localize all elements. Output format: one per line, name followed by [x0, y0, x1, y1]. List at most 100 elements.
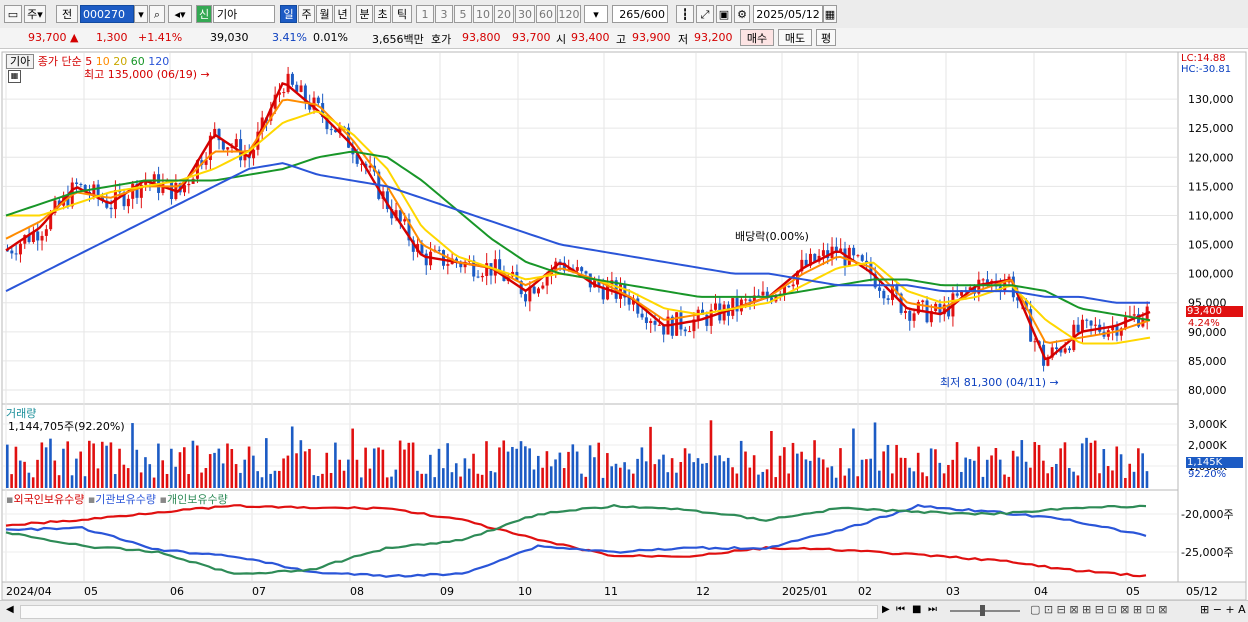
volume-bar	[463, 458, 467, 488]
candle-body	[105, 200, 109, 208]
candle-body	[390, 209, 394, 219]
volume-bar	[580, 473, 583, 488]
stop-icon[interactable]: ■	[912, 604, 922, 615]
volume-bar	[778, 455, 782, 488]
period-120[interactable]: 120	[557, 5, 581, 23]
code-input[interactable]: 000270	[80, 5, 134, 23]
volume-bar	[1011, 450, 1015, 488]
tab-week[interactable]: 주	[298, 5, 315, 23]
volume-bar	[1072, 471, 1075, 488]
candle-body	[135, 183, 139, 198]
date-field[interactable]: 2025/05/12	[753, 5, 823, 23]
period-20[interactable]: 20	[494, 5, 514, 23]
chart-tools-icons[interactable]: ▢ ⊡ ⊟ ⊠ ⊞ ⊟ ⊡ ⊠ ⊞ ⊡ ⊠	[1030, 603, 1168, 616]
candle-body	[580, 267, 584, 272]
market-select[interactable]: 주▾	[24, 5, 46, 23]
volume-bar	[437, 448, 441, 488]
volume-bar	[528, 448, 531, 488]
tab-month[interactable]: 월	[316, 5, 333, 23]
average-button[interactable]: 평	[816, 29, 836, 46]
high-annotation: 최고 135,000 (06/19) →	[84, 68, 210, 81]
period-5[interactable]: 5	[454, 5, 472, 23]
volume-bar	[204, 468, 208, 488]
scroll-right-icon[interactable]: ▶	[882, 604, 890, 615]
volume-bar	[18, 460, 22, 488]
stock-chart[interactable]: 130,000 125,000 120,000 115,000 110,000 105,0…	[0, 0, 1248, 600]
whole-select[interactable]: 전	[56, 5, 78, 23]
volume-bar	[947, 464, 950, 488]
custom-period-select[interactable]: ▾	[584, 5, 608, 23]
period-3[interactable]: 3	[435, 5, 453, 23]
search-icon[interactable]: ⌕	[149, 5, 165, 23]
volume-bar	[75, 458, 78, 488]
candle-body	[1063, 348, 1067, 353]
candle-body	[536, 288, 540, 294]
volume-bar	[230, 448, 234, 488]
grid-toggle-icon[interactable]: ▦	[8, 70, 21, 83]
new-badge[interactable]: 신	[196, 5, 212, 23]
candle-body	[316, 97, 320, 104]
candle-body	[1067, 348, 1071, 351]
volume-bar	[303, 451, 307, 488]
candle-body	[912, 313, 916, 321]
volume-bar	[709, 420, 713, 488]
volume-bar	[718, 455, 721, 488]
scroll-left-icon[interactable]: ◀	[6, 604, 14, 615]
volume-bar	[614, 463, 618, 488]
candle-body	[748, 299, 752, 302]
count-field[interactable]: 265/600	[612, 5, 668, 23]
sell-button[interactable]: 매도	[778, 29, 812, 46]
tab-year[interactable]: 년	[334, 5, 351, 23]
candle-body	[856, 255, 860, 257]
volume-bar	[1029, 467, 1032, 488]
gear-icon[interactable]: ⚙	[734, 5, 750, 23]
tab-minute[interactable]: 분	[356, 5, 373, 23]
zoom-slider[interactable]	[950, 610, 1020, 612]
candle-body	[221, 140, 225, 150]
tab-second[interactable]: 초	[374, 5, 391, 23]
stock-name-field[interactable]: 기아	[213, 5, 275, 23]
calendar-icon[interactable]: ▦	[823, 5, 837, 23]
volume-bar	[498, 447, 501, 488]
tab-day[interactable]: 일	[280, 5, 297, 23]
bottom-scrollbar[interactable]: ◀ ▶ ⏮ ■ ⏭ ▢ ⊡ ⊟ ⊠ ⊞ ⊟ ⊡ ⊠ ⊞ ⊡ ⊠ ⊞ − + A	[0, 600, 1248, 622]
candle-body	[916, 302, 920, 314]
volume-bar	[817, 457, 821, 488]
period-60[interactable]: 60	[536, 5, 556, 23]
save-icon[interactable]: ▣	[716, 5, 732, 23]
volume-bar	[53, 460, 57, 488]
candle-body	[485, 263, 489, 276]
zoom-handle[interactable]	[980, 605, 985, 616]
candle-body	[329, 129, 333, 131]
ask-price: 93,800	[462, 31, 501, 44]
rewind-icon[interactable]: ⏮	[896, 604, 905, 615]
period-30[interactable]: 30	[515, 5, 535, 23]
volume-bar	[109, 442, 113, 488]
buy-button[interactable]: 매수	[740, 29, 774, 46]
ma-title: 종가 단순	[37, 55, 82, 68]
market-label: 주	[27, 8, 38, 21]
code-dropdown-icon[interactable]: ▾	[134, 5, 148, 23]
date-value: 2025/05/12	[756, 8, 820, 21]
window-menu-icon[interactable]: ▭	[4, 5, 22, 23]
candle-body	[783, 286, 787, 294]
candle-body	[437, 249, 441, 251]
scroll-track[interactable]	[20, 605, 878, 619]
candle-style-icon[interactable]: ┇	[676, 5, 694, 23]
speaker-icon[interactable]: ◂▾	[168, 5, 192, 23]
tab-tick[interactable]: 틱	[392, 5, 412, 23]
volume-bar	[990, 455, 993, 488]
candle-body	[623, 284, 627, 298]
volume-bar	[869, 458, 872, 488]
candle-body	[843, 248, 847, 266]
period-1[interactable]: 1	[416, 5, 434, 23]
x-tick: 08	[350, 585, 364, 598]
stock-tab[interactable]: 기아	[6, 54, 35, 69]
forward-icon[interactable]: ⏭	[928, 604, 937, 615]
volume-bar	[347, 459, 350, 488]
zoom-controls-icon[interactable]: ⊞ − + A	[1200, 603, 1246, 616]
period-10[interactable]: 10	[473, 5, 493, 23]
drawing-tool-icon[interactable]: ⤢	[696, 5, 714, 23]
candle-body	[308, 102, 312, 110]
candle-body	[208, 135, 212, 160]
